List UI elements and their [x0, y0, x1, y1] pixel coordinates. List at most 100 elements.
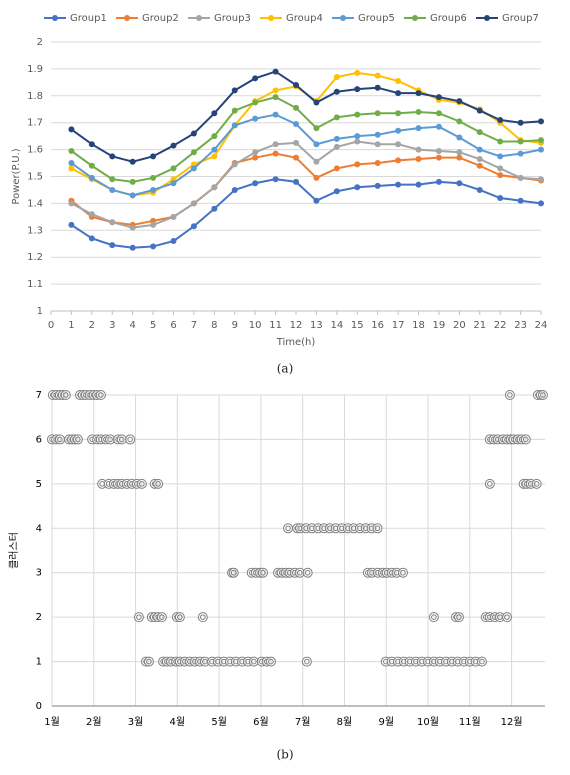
data-point: [333, 88, 340, 95]
point-inner: [136, 614, 142, 620]
point-outer: [283, 523, 294, 534]
data-point: [476, 156, 483, 163]
point-inner: [507, 392, 513, 398]
point-outer: [174, 612, 185, 623]
data-point: [484, 478, 495, 489]
y-tick-label: 2: [36, 612, 42, 623]
data-point: [231, 186, 238, 193]
point-outer: [54, 434, 65, 445]
point-outer: [476, 656, 487, 667]
data-point: [354, 184, 361, 191]
point-inner: [260, 569, 266, 576]
point-outer: [531, 478, 542, 489]
series-line: [70, 140, 542, 229]
data-point: [252, 99, 259, 106]
data-point: [537, 390, 548, 400]
y-tick-label: 4: [36, 523, 42, 534]
point-inner: [487, 481, 493, 487]
data-point: [272, 94, 279, 101]
data-point: [415, 108, 422, 115]
data-point: [252, 154, 259, 161]
data-point: [265, 656, 276, 667]
data-point: [517, 197, 524, 204]
point-inner: [540, 392, 546, 398]
data-point: [252, 149, 259, 156]
data-point: [211, 146, 218, 153]
x-tick-label: 4월: [170, 716, 186, 728]
x-tick-label: 19: [433, 320, 446, 331]
point-outer: [265, 656, 276, 667]
data-point: [456, 118, 463, 125]
data-point: [395, 110, 402, 117]
data-point: [374, 182, 381, 189]
point-outer: [537, 390, 548, 400]
data-point: [476, 146, 483, 153]
data-point: [333, 165, 340, 172]
data-point: [333, 73, 340, 80]
data-point: [88, 141, 95, 148]
data-point: [476, 129, 483, 136]
data-point: [211, 133, 218, 140]
data-point: [313, 174, 320, 181]
x-tick-label: 9: [232, 320, 238, 331]
point-inner: [107, 436, 113, 443]
legend-marker: [412, 15, 418, 21]
data-point: [531, 478, 542, 489]
data-point: [293, 139, 299, 146]
x-tick-label: 10월: [417, 716, 439, 728]
data-point: [68, 200, 75, 207]
point-outer: [72, 434, 83, 445]
point-inner: [177, 614, 183, 620]
data-point: [150, 153, 157, 160]
data-point: [313, 99, 320, 106]
legend-marker: [196, 15, 202, 21]
x-tick-label: 22: [494, 320, 507, 331]
series-line: [70, 113, 542, 197]
point-inner: [479, 658, 485, 665]
data-point: [190, 223, 197, 230]
data-point: [231, 122, 238, 129]
point-outer: [136, 478, 147, 489]
data-point: [211, 153, 218, 160]
legend-marker: [52, 15, 58, 21]
data-point: [354, 69, 361, 76]
point-inner: [250, 658, 257, 665]
data-point: [109, 176, 116, 183]
data-point: [272, 87, 279, 94]
data-point: [211, 110, 218, 117]
data-point: [374, 110, 381, 117]
y-tick-label: 0: [36, 701, 42, 712]
data-point: [517, 150, 524, 157]
point-inner: [296, 569, 303, 576]
point-outer: [133, 612, 144, 623]
point-inner: [504, 614, 510, 620]
x-tick-label: 10: [249, 320, 262, 331]
data-point: [109, 219, 116, 226]
data-point: [293, 121, 299, 128]
caption: (b): [276, 748, 293, 762]
data-point: [109, 186, 116, 193]
y-axis-label: Power(P.U.): [11, 148, 22, 204]
x-tick-label: 1: [68, 320, 74, 331]
point-outer: [153, 478, 164, 489]
point-inner: [304, 569, 311, 576]
point-outer: [484, 478, 495, 489]
data-point: [170, 142, 177, 149]
data-point: [170, 165, 177, 172]
point-inner: [98, 392, 104, 398]
data-point: [435, 147, 442, 154]
point-inner: [456, 614, 462, 620]
x-tick-label: 8: [211, 320, 217, 331]
data-point: [501, 612, 512, 623]
data-point: [354, 161, 361, 168]
point-inner: [533, 481, 540, 487]
data-point: [252, 180, 259, 187]
x-tick-label: 6월: [253, 716, 269, 728]
point-outer: [143, 656, 154, 667]
point-inner: [57, 436, 63, 443]
series-line: [70, 70, 542, 163]
data-point: [272, 68, 279, 75]
x-tick-label: 9월: [378, 716, 394, 728]
data-point: [68, 165, 75, 172]
data-point: [395, 157, 402, 164]
